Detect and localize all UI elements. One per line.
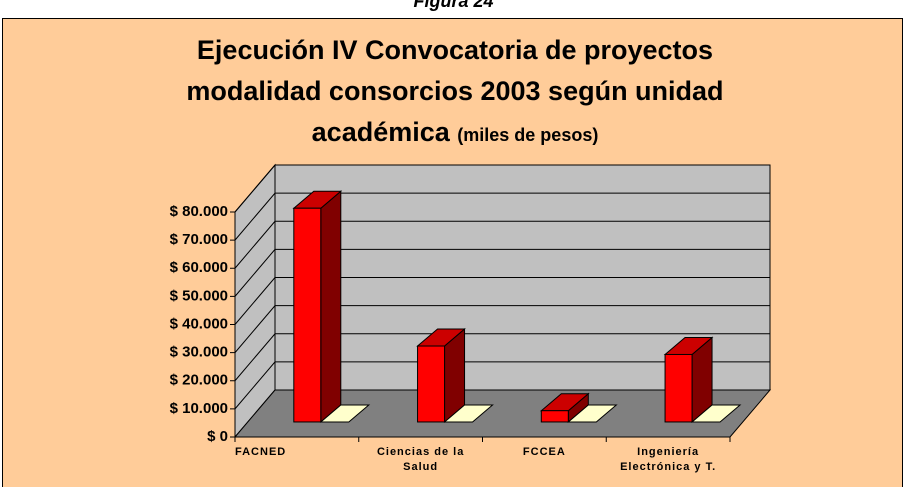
chart-title-block: Ejecución IV Convocatoria de proyectos m… — [150, 30, 760, 156]
x-tick-label: FACNED — [235, 446, 287, 458]
grid-line — [234, 164, 770, 213]
chart-title: Ejecución IV Convocatoria de proyectos m… — [186, 35, 724, 147]
floor-tile — [690, 404, 742, 423]
y-tick-label: $ 30.000 — [170, 344, 228, 361]
x-tick-label-box: FACNED — [235, 446, 287, 458]
floor-tile — [566, 404, 618, 423]
y-tick-label: $ 20.000 — [170, 372, 228, 389]
x-tick-label-box: FCCEA — [522, 446, 566, 458]
grid-line — [234, 305, 770, 353]
y-tick-label: $ 0 — [207, 428, 228, 445]
chart-subtitle: (miles de pesos) — [457, 125, 599, 145]
y-tick-label: $ 40.000 — [170, 315, 228, 332]
y-tick-label: $ 70.000 — [170, 231, 228, 248]
x-tick-label: Ingeniería Electrónica y T. — [620, 446, 717, 473]
grid-line — [234, 248, 770, 297]
floor-tile — [443, 404, 494, 423]
figure-label: Figura 24 — [413, 0, 494, 11]
bar — [664, 353, 693, 423]
x-tick-label: Ciencias de la Salud — [376, 446, 465, 473]
grid-line — [234, 220, 770, 269]
grid-line — [234, 361, 770, 410]
y-tick-label: $ 60.000 — [170, 259, 228, 276]
grid-line — [234, 333, 770, 382]
grid-line — [234, 277, 770, 325]
bar — [540, 410, 569, 423]
y-tick-label: $ 80.000 — [170, 203, 228, 220]
bar-side — [320, 190, 342, 424]
floor-tile — [319, 404, 371, 423]
x-tick-label-box: Ingeniería Electrónica y T. — [620, 446, 717, 473]
grid-line — [234, 192, 770, 241]
x-tick-label: FCCEA — [522, 446, 566, 458]
x-tick-label-box: Ciencias de la Salud — [376, 446, 465, 473]
y-tick-label: $ 50.000 — [170, 287, 228, 304]
y-tick-label: $ 10.000 — [170, 400, 228, 417]
bar — [293, 207, 322, 423]
bar — [417, 345, 446, 423]
